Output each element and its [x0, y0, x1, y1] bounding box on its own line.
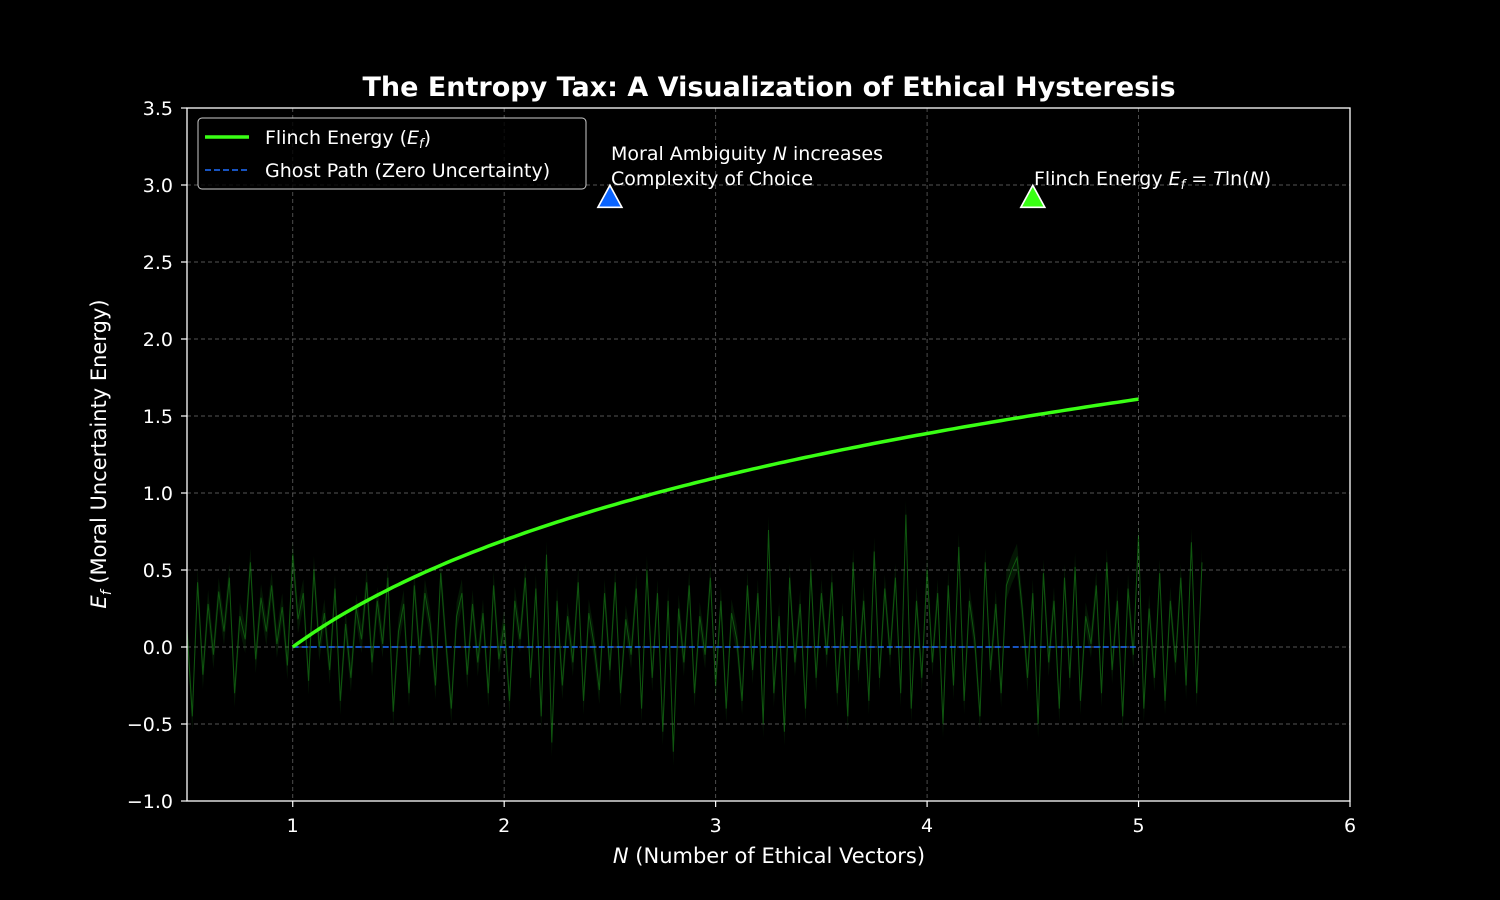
annot-line1-suffix: increases	[787, 143, 883, 165]
y-tick-label: −1.0	[127, 791, 173, 813]
y-tick-label: 2.0	[143, 329, 173, 351]
x-tick-label: 1	[287, 815, 299, 837]
annot-formula-close: )	[1264, 168, 1271, 190]
legend-label-flinch-energy: Flinch Energy (Ef)	[265, 127, 431, 152]
legend-label-flinch-prefix: Flinch Energy (	[265, 127, 407, 149]
y-tick-label: 3.5	[143, 98, 173, 120]
annotation-moral-ambiguity-line2: Complexity of Choice	[611, 168, 813, 190]
y-tick-label: 3.0	[143, 175, 173, 197]
annot-formula-prefix: Flinch Energy	[1034, 168, 1169, 190]
x-axis-label: N (Number of Ethical Vectors)	[613, 844, 925, 868]
annotation-flinch-energy-formula: Flinch Energy Ef = Tln(N)	[1034, 168, 1271, 193]
y-tick-label: 2.5	[143, 252, 173, 274]
grid	[187, 107, 1351, 802]
x-axis-label-text: (Number of Ethical Vectors)	[629, 844, 925, 868]
annotation-moral-ambiguity: Moral Ambiguity N increases Complexity o…	[596, 143, 883, 209]
annot-formula-f: f	[1181, 178, 1188, 193]
legend-box	[197, 117, 587, 190]
annotation-marker-green-triangle	[1019, 183, 1047, 209]
annot-formula-ln: ln(	[1225, 168, 1250, 190]
annot-line1-var: N	[773, 143, 787, 165]
x-tick-label: 4	[921, 815, 933, 837]
plot-frame	[186, 107, 1351, 802]
x-axis-ticks: 1 2 3 4 5 6	[287, 801, 1356, 837]
x-tick-label: 2	[498, 815, 510, 837]
x-tick-label: 6	[1344, 815, 1356, 837]
x-tick-label: 5	[1132, 815, 1144, 837]
series-flinch-energy	[291, 397, 1139, 649]
series-layer	[291, 397, 1139, 649]
legend-label-flinch-suffix: )	[424, 127, 431, 149]
legend-label-ghost-path: Ghost Path (Zero Uncertainty)	[265, 160, 550, 182]
legend-label-flinch-sub: f	[419, 137, 426, 152]
y-tick-label: 0.0	[143, 637, 173, 659]
y-tick-label: 1.0	[143, 483, 173, 505]
y-axis-ticks: −1.0 −0.5 0.0 0.5 1.0 1.5 2.0 2.5 3.0 3.5	[127, 98, 187, 813]
annot-formula-e: E	[1169, 168, 1181, 190]
annotation-marker-blue-triangle	[596, 183, 624, 209]
y-axis-label: Ef (Moral Uncertainty Energy)	[87, 299, 115, 608]
annot-line1-prefix: Moral Ambiguity	[611, 143, 773, 165]
annotation-moral-ambiguity-line1: Moral Ambiguity N increases	[611, 143, 883, 165]
legend: Flinch Energy (Ef) Ghost Path (Zero Unce…	[197, 117, 587, 190]
y-axis-label-sub: f	[99, 588, 115, 595]
y-axis-label-var: E	[87, 595, 111, 609]
y-tick-label: 0.5	[143, 560, 173, 582]
annot-formula-n: N	[1250, 168, 1264, 190]
annotation-flinch-energy: Flinch Energy Ef = Tln(N)	[1019, 168, 1271, 209]
y-axis-label-text: (Moral Uncertainty Energy)	[87, 299, 111, 590]
x-tick-label: 3	[710, 815, 722, 837]
chart-title: The Entropy Tax: A Visualization of Ethi…	[362, 72, 1175, 103]
legend-label-flinch-var: E	[407, 127, 419, 149]
annot-formula-eq: =	[1185, 168, 1213, 190]
x-axis-label-var: N	[613, 844, 629, 868]
annot-formula-t: T	[1213, 168, 1226, 190]
y-tick-label: 1.5	[143, 406, 173, 428]
y-tick-label: −0.5	[127, 714, 173, 736]
